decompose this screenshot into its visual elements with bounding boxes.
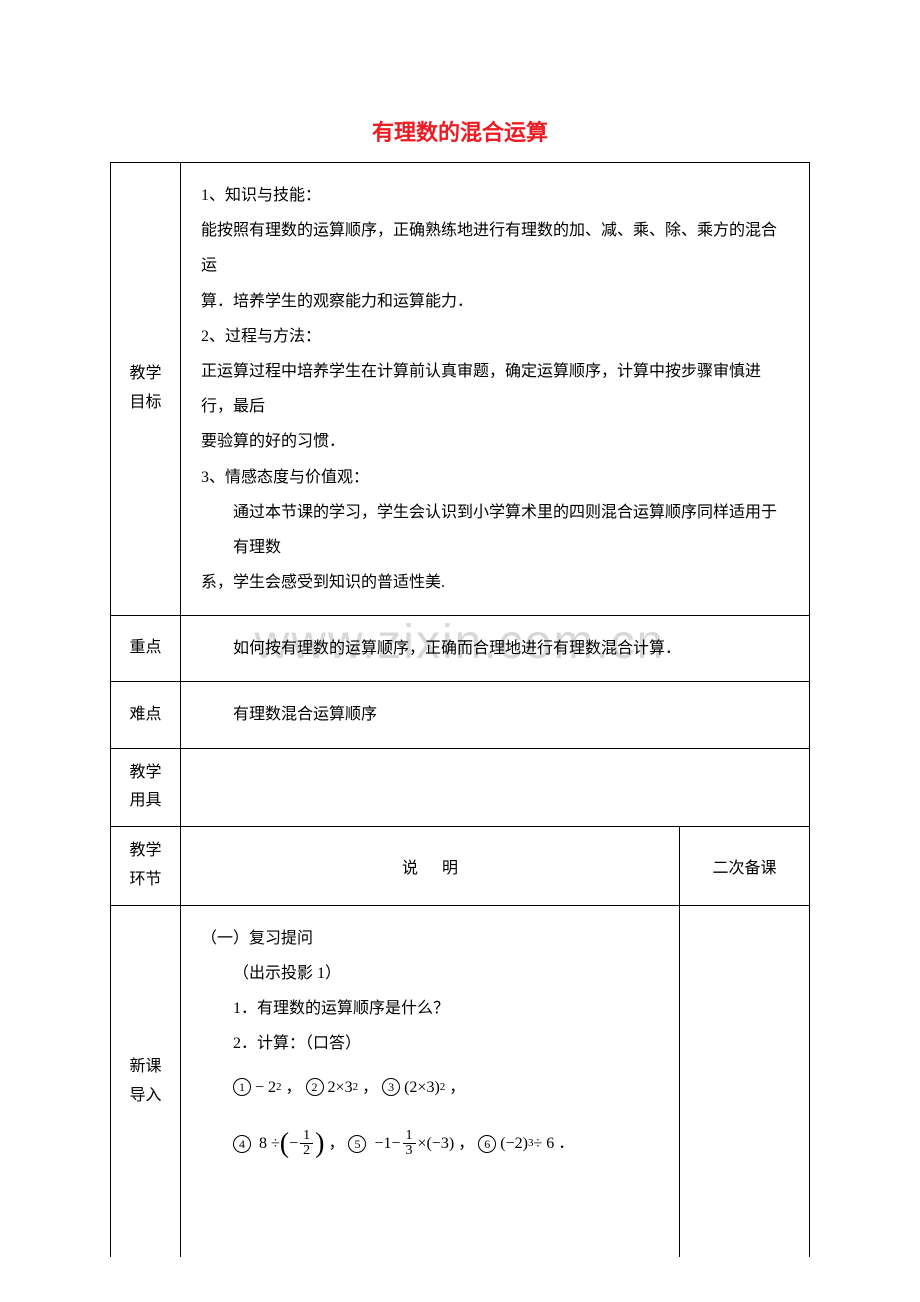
- label-keypoint: 重点: [111, 616, 181, 682]
- label-segment: 教学 环节: [111, 827, 181, 906]
- row-tools: 教学 用具: [111, 748, 810, 827]
- row-segment-header: 教学 环节 说 明 二次备课: [111, 827, 810, 906]
- content-keypoint: 如何按有理数的运算顺序，正确而合理地进行有理数混合计算．: [181, 616, 810, 682]
- math-expression-1: 1− 22 ， 22×32 ， 3(2×3)2 ，: [201, 1070, 659, 1105]
- content-objectives: 1、知识与技能： 能按照有理数的运算顺序，正确熟练地进行有理数的加、减、乘、除、…: [181, 163, 810, 616]
- label-difficulty: 难点: [111, 682, 181, 748]
- label-intro: 新课 导入: [111, 905, 181, 1257]
- row-difficulty: 难点 有理数混合运算顺序: [111, 682, 810, 748]
- math-expression-2: 4 8 ÷ (−12) ， 5 −1−13×(−3) ， 6(−2)3 ÷ 6 …: [201, 1113, 659, 1175]
- content-difficulty: 有理数混合运算顺序: [181, 682, 810, 748]
- intro-right-empty: [680, 905, 810, 1257]
- col-description: 说 明: [181, 827, 680, 906]
- row-intro: 新课 导入 （一）复习提问 （出示投影 1） 1．有理数的运算顺序是什么？ 2．…: [111, 905, 810, 1257]
- label-tools: 教学 用具: [111, 748, 181, 827]
- row-objectives: 教学 目标 1、知识与技能： 能按照有理数的运算顺序，正确熟练地进行有理数的加、…: [111, 163, 810, 616]
- col-second-prep: 二次备课: [680, 827, 810, 906]
- label-objectives: 教学 目标: [111, 163, 181, 616]
- page-title: 有理数的混合运算: [110, 115, 810, 147]
- content-intro: （一）复习提问 （出示投影 1） 1．有理数的运算顺序是什么？ 2．计算：（口答…: [181, 905, 680, 1257]
- content-tools: [181, 748, 810, 827]
- row-keypoint: 重点 如何按有理数的运算顺序，正确而合理地进行有理数混合计算．: [111, 616, 810, 682]
- main-table: 教学 目标 1、知识与技能： 能按照有理数的运算顺序，正确熟练地进行有理数的加、…: [110, 162, 810, 1257]
